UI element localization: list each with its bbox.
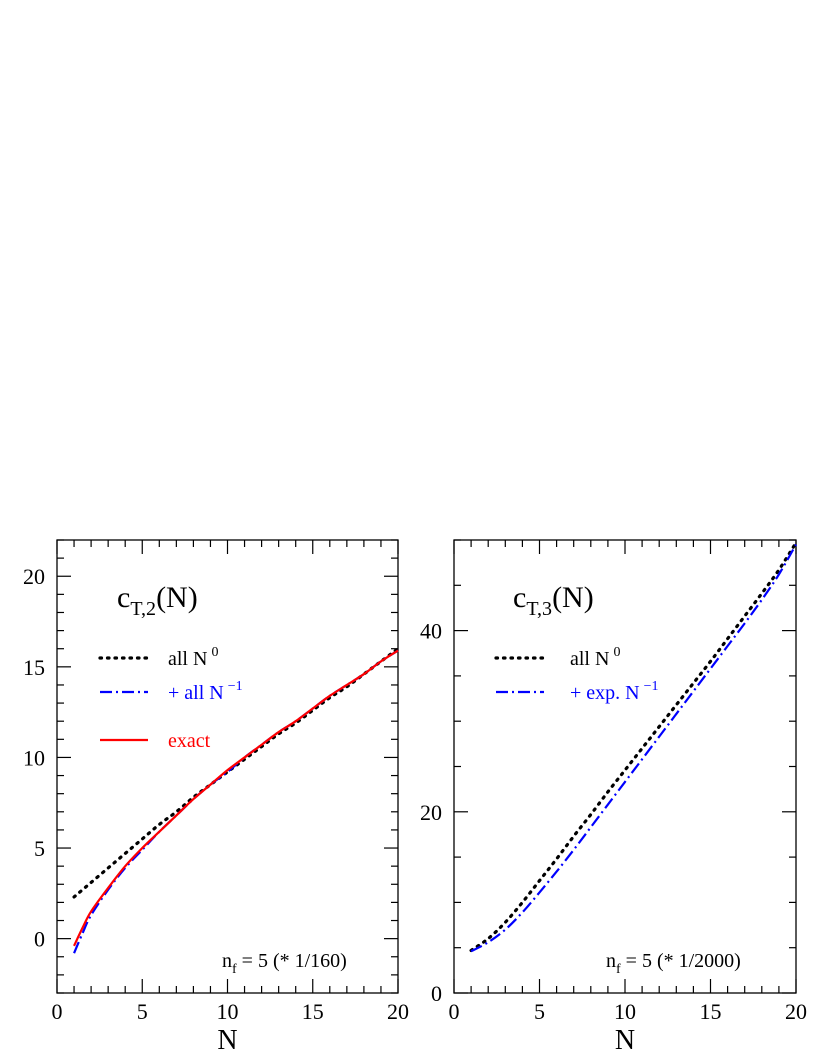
x-axis-title: N [217,1025,237,1056]
series-line-2 [73,649,399,954]
x-tick-label: 0 [52,999,63,1024]
scale-note: nf = 5 (* 1/2000) [606,950,741,977]
y-tick-label: 20 [23,564,45,589]
scale-note-rest: = 5 (* 1/2000) [621,950,741,972]
legend-superscript: 0 [613,645,620,660]
y-tick-label: 0 [431,981,442,1006]
x-tick-label: 5 [137,999,148,1024]
x-tick-label: 15 [302,999,324,1024]
x-tick-label: 15 [700,999,722,1024]
chart-title: cT,2(N) [117,581,198,620]
plot-frame [453,539,797,994]
legend-label-2: + exp. N −1 [570,679,659,704]
chart-title-subscript: T,3 [526,598,552,620]
series-line-2 [470,543,797,953]
x-tick-label: 0 [449,999,460,1024]
legend-superscript: −1 [228,679,243,694]
x-tick-label: 20 [387,999,409,1024]
chart-title-subscript: T,2 [130,598,156,620]
chart-title-args: (N) [552,581,594,614]
chart-title-args: (N) [156,581,198,614]
x-tick-label: 10 [614,999,636,1024]
y-tick-label: 10 [23,745,45,770]
scale-note: nf = 5 (* 1/160) [222,950,347,977]
y-tick-label: 15 [23,655,45,680]
scale-note-subscript: f [232,962,237,977]
legend-superscript: 0 [211,645,218,660]
x-axis-title: N [615,1025,635,1056]
y-tick-label: 0 [34,927,45,952]
x-tick-label: 5 [534,999,545,1024]
x-tick-label: 10 [217,999,239,1024]
scale-note-subscript: f [616,962,621,977]
y-tick-label: 40 [420,619,442,644]
scale-note-rest: = 5 (* 1/160) [237,950,347,972]
legend-label-3: exact [168,730,211,752]
y-tick-label: 20 [420,800,442,825]
y-tick-label: 5 [34,836,45,861]
plot-frame [56,539,399,994]
legend-label-2: + all N −1 [168,679,243,704]
chart-title: cT,3(N) [513,581,594,620]
series-line-3 [73,649,399,947]
x-tick-label: 20 [785,999,807,1024]
legend-superscript: −1 [644,679,659,694]
